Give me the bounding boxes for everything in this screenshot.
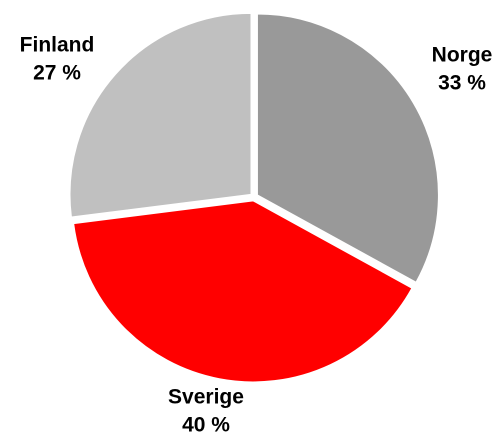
slice-label: Sverige bbox=[168, 386, 244, 409]
pie-slice bbox=[73, 200, 413, 383]
pie-slice bbox=[69, 12, 252, 218]
pie-slice bbox=[256, 13, 439, 283]
value-label: 33 % bbox=[438, 72, 486, 95]
slice-label: Norge bbox=[432, 44, 493, 67]
slice-label: Finland bbox=[20, 34, 95, 57]
value-label: 40 % bbox=[182, 414, 230, 434]
value-label: 27 % bbox=[33, 62, 81, 85]
